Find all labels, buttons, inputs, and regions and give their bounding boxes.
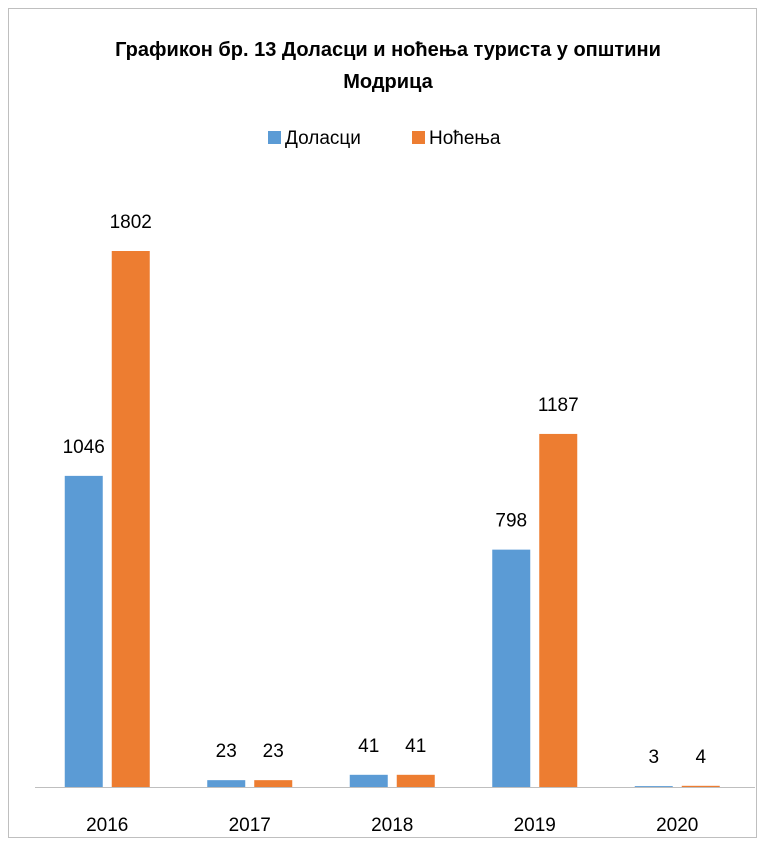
legend-swatch <box>268 131 281 144</box>
legend-label: Доласци <box>285 128 361 149</box>
x-tick-label: 2020 <box>656 815 698 836</box>
bar <box>634 786 673 787</box>
bar <box>539 433 578 787</box>
bar <box>64 475 103 787</box>
legend-swatch <box>412 131 425 144</box>
bar <box>681 785 720 787</box>
bar <box>492 549 531 787</box>
x-tick-label: 2017 <box>229 815 271 836</box>
data-label: 1046 <box>63 437 105 458</box>
bar <box>349 774 388 787</box>
legend-label: Ноћења <box>429 128 501 149</box>
data-label: 4 <box>695 747 706 768</box>
data-label: 23 <box>263 741 284 762</box>
bar <box>207 780 246 787</box>
bar <box>111 251 150 787</box>
chart-border <box>8 8 757 838</box>
x-tick-label: 2019 <box>514 815 556 836</box>
data-label: 1187 <box>538 395 579 416</box>
chart-title: Графикон бр. 13 Доласци и ноћења туриста… <box>115 39 661 93</box>
bar <box>396 774 435 787</box>
data-label: 1802 <box>110 212 152 233</box>
data-label: 23 <box>216 741 237 762</box>
data-label: 41 <box>358 736 379 757</box>
x-tick-label: 2018 <box>371 815 413 836</box>
bar <box>254 780 293 787</box>
x-tick-label: 2016 <box>86 815 128 836</box>
data-label: 3 <box>648 747 659 768</box>
data-label: 41 <box>405 736 426 757</box>
data-label: 798 <box>495 511 527 532</box>
